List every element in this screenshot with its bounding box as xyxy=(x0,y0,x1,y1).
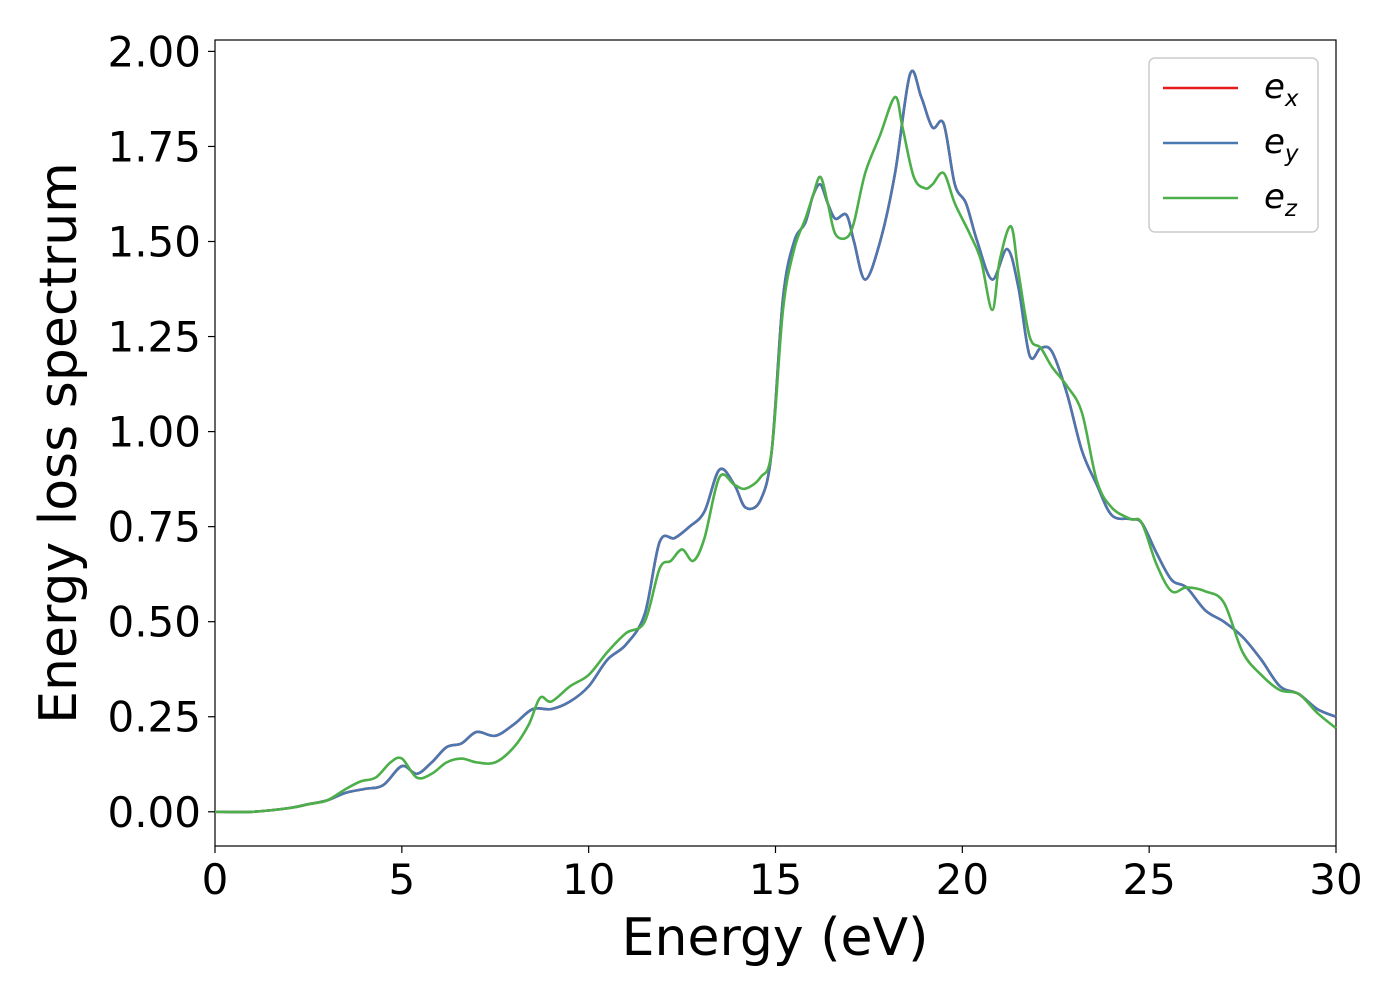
y-axis-label: Energy loss spectrum xyxy=(29,162,89,724)
legend-label-base: e xyxy=(1264,67,1285,107)
legend-label-ey: ey xyxy=(1264,122,1299,167)
legend-label-base: e xyxy=(1264,122,1285,162)
x-axis-ticks: 0 5 10 15 20 25 30 xyxy=(202,846,1363,904)
x-tick-label: 30 xyxy=(1309,855,1362,904)
legend-box xyxy=(1148,57,1319,233)
legend-label-ex: ex xyxy=(1264,67,1299,112)
y-tick-label: 1.00 xyxy=(107,408,201,457)
y-tick-label: 2.00 xyxy=(107,27,201,76)
legend-label-subscript: z xyxy=(1284,196,1298,222)
legend-label-subscript: x xyxy=(1284,86,1299,112)
legend-label-base: e xyxy=(1264,177,1285,217)
y-tick-label: 1.50 xyxy=(107,218,201,267)
x-tick-label: 25 xyxy=(1122,855,1175,904)
x-tick-label: 15 xyxy=(749,855,802,904)
y-tick-label: 1.25 xyxy=(107,313,201,362)
legend-label-subscript: y xyxy=(1284,141,1299,167)
x-axis-label: Energy (eV) xyxy=(622,908,929,968)
series-line-ez xyxy=(214,95,1337,814)
legend-label-ez: ez xyxy=(1264,177,1298,222)
y-tick-label: 0.00 xyxy=(107,788,201,837)
y-axis-ticks: 0.00 0.25 0.50 0.75 1.00 1.25 1.50 1.75 2.00 xyxy=(107,27,215,837)
y-tick-label: 0.75 xyxy=(107,503,201,552)
x-tick-label: 20 xyxy=(936,855,989,904)
series-layer xyxy=(214,69,1337,814)
x-tick-label: 0 xyxy=(202,855,229,904)
y-tick-label: 0.50 xyxy=(107,598,201,647)
x-tick-label: 10 xyxy=(562,855,615,904)
y-tick-label: 1.75 xyxy=(107,122,201,171)
x-tick-label: 5 xyxy=(388,855,415,904)
y-tick-label: 0.25 xyxy=(107,693,201,742)
